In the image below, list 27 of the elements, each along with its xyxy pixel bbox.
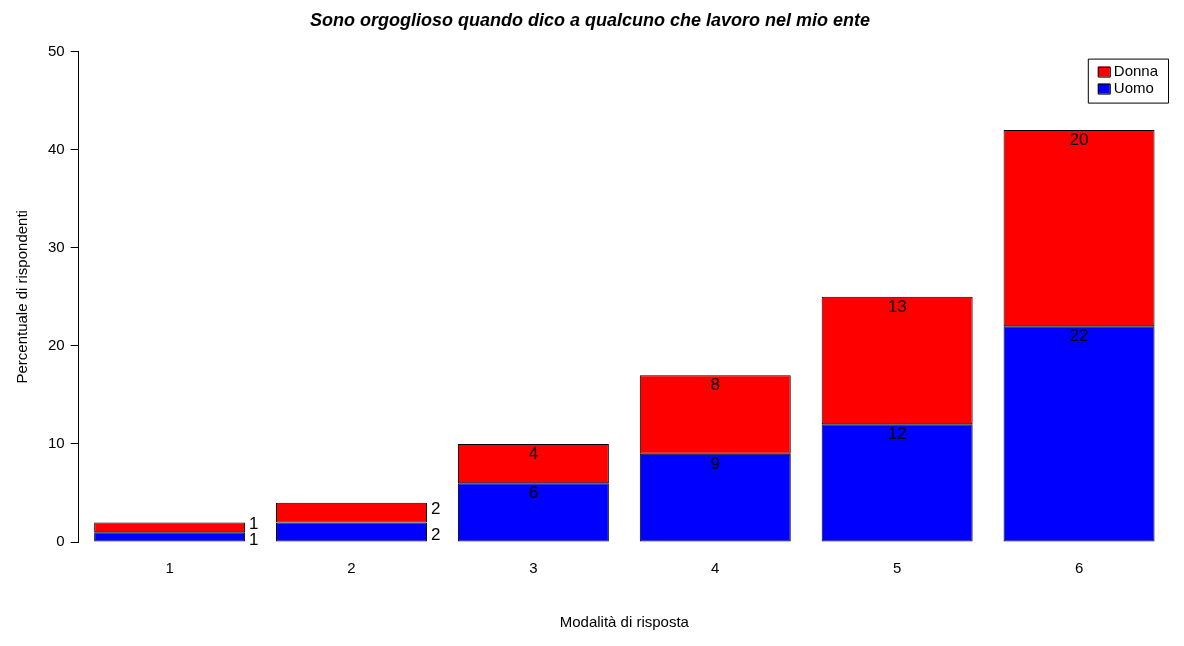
y-tick-label: 0: [56, 532, 65, 550]
y-tick-label: 30: [48, 237, 65, 255]
data-label: 13: [887, 296, 907, 316]
legend-label: Donna: [1113, 61, 1159, 79]
data-label: 20: [1069, 130, 1089, 150]
x-tick-label: 4: [711, 559, 720, 577]
y-axis-title: Percentuale di rispondenti: [13, 210, 31, 384]
x-axis-title: Modalità di risposta: [559, 613, 690, 631]
data-label: 8: [710, 375, 721, 395]
data-label: 12: [887, 424, 907, 444]
x-tick-label: 2: [347, 559, 356, 577]
y-tick-label: 10: [48, 434, 65, 452]
x-tick-label: 3: [529, 559, 538, 577]
x-tick-label: 5: [893, 559, 902, 577]
data-label: 4: [528, 444, 539, 464]
y-tick-label: 20: [48, 335, 65, 353]
chart-title: Sono orgoglioso quando dico a qualcuno che lavoro nel mio ente: [309, 9, 871, 30]
data-label: 2: [431, 524, 441, 544]
x-tick-label: 6: [1074, 559, 1084, 577]
legend-label: Uomo: [1113, 78, 1154, 96]
y-tick-label: 40: [48, 139, 65, 157]
data-label: 22: [1069, 326, 1089, 346]
y-tick-label: 50: [48, 41, 65, 59]
data-label: 9: [710, 453, 721, 473]
x-tick-label: 1: [165, 559, 174, 577]
data-label: 2: [431, 499, 441, 519]
data-label: 6: [528, 483, 539, 503]
